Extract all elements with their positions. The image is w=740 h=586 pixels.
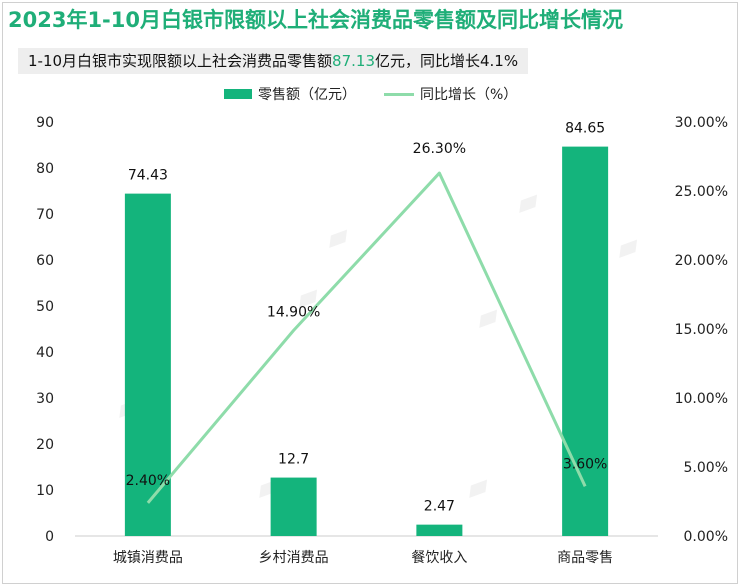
y-left-tick-label: 90 [36,115,54,131]
y-left-tick-label: 20 [36,437,54,453]
chart-subtitle: 1-10月白银市实现限额以上社会消费品零售额87.13亿元，同比增长4.1% [18,48,529,74]
chart-legend: 零售额（亿元） 同比增长（%） [0,84,740,108]
y-left-tick-label: 50 [36,299,54,315]
bar [416,524,463,536]
legend-item-line: 同比增长（%） [384,84,517,104]
bar-data-label: 12.7 [278,452,309,468]
y-right-tick-label: 10.00% [675,391,728,407]
bar-data-label: 74.43 [128,168,168,184]
y-right-tick-label: 15.00% [675,322,728,338]
legend-bar-label: 零售额（亿元） [258,87,356,103]
line-data-label: 2.40% [126,473,170,489]
subtitle-suffix: 亿元，同比增长4.1% [375,52,519,70]
subtitle-highlight-value: 87.13 [332,52,375,70]
watermark-mark: ▰ [511,182,545,223]
bar [124,193,171,536]
y-left-tick-label: 30 [36,391,54,407]
x-category-label: 商品零售 [557,550,613,566]
y-left-tick-label: 60 [36,253,54,269]
line-data-label: 14.90% [267,304,320,320]
bar-data-label: 2.47 [424,499,455,515]
y-right-tick-label: 20.00% [675,253,728,269]
y-left-tick-label: 70 [36,207,54,223]
x-category-label: 城镇消费品 [113,550,183,566]
legend-line-swatch [384,92,414,96]
x-category-label: 餐饮收入 [411,550,467,566]
y-left-tick-label: 80 [36,161,54,177]
subtitle-prefix: 1-10月白银市实现限额以上社会消费品零售额 [28,52,333,70]
watermark-mark: ▰ [611,227,645,268]
y-right-tick-label: 30.00% [675,115,728,131]
line-data-label: 26.30% [413,141,466,157]
bar [562,146,609,537]
y-right-tick-label: 25.00% [675,184,728,200]
y-left-tick-label: 10 [36,483,54,499]
legend-item-bar: 零售额（亿元） [224,84,356,104]
chart-title: 2023年1-10月白银市限额以上社会消费品零售额及同比增长情况 [8,8,623,32]
y-left-tick-label: 40 [36,345,54,361]
legend-line-label: 同比增长（%） [420,87,518,103]
legend-bar-swatch [224,89,252,99]
line-data-label: 3.60% [563,456,607,472]
y-right-tick-label: 0.00% [684,529,728,545]
bar-data-label: 84.65 [565,121,605,137]
x-category-label: 乡村消费品 [259,550,329,566]
growth-line [146,171,587,504]
watermark-mark: ▰ [321,217,355,258]
y-right-tick-label: 5.00% [684,460,728,476]
watermark-mark: ▰ [461,467,495,508]
y-left-tick-label: 0 [45,529,54,545]
bar [270,477,317,536]
